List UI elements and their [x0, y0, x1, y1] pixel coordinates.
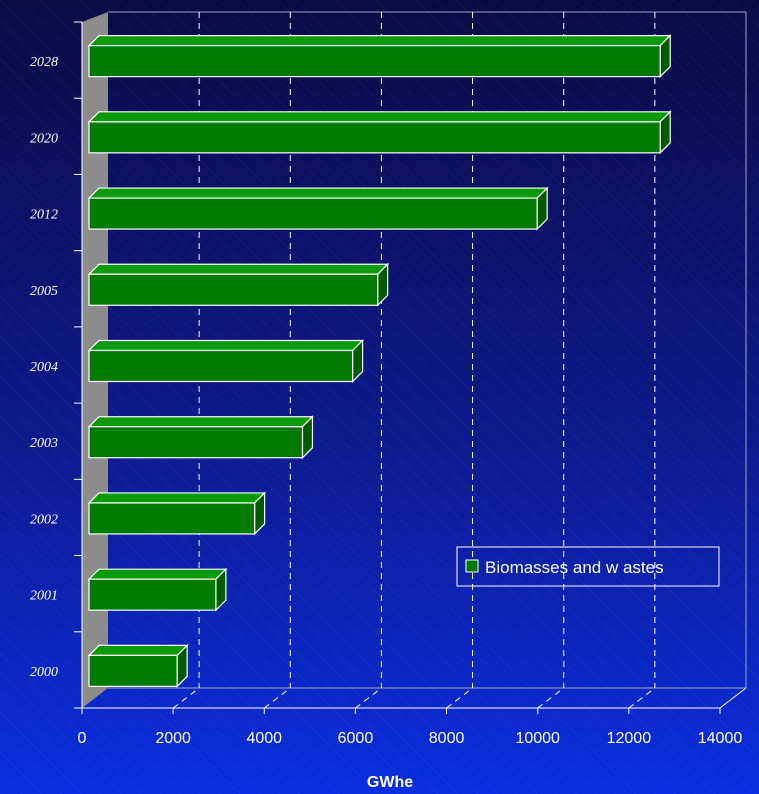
y-tick-label: 2012 — [30, 208, 58, 223]
legend-label: Biomasses and w astes — [485, 558, 664, 577]
bar-top-face — [87, 111, 672, 123]
bar-front-face — [88, 349, 354, 383]
x-axis-title: GWhe — [367, 774, 413, 791]
bar-front-face — [88, 578, 217, 611]
bar-front-face — [88, 197, 538, 230]
bar-front-face — [88, 121, 661, 154]
bar-top-face — [87, 187, 549, 199]
bar — [87, 110, 672, 155]
x-axis-ticks: 0 2000 4000 6000 8000 10000 12000 14000 — [78, 708, 743, 747]
y-tick-label: 2005 — [30, 284, 58, 299]
y-tick-label: 2028 — [30, 55, 58, 70]
legend-swatch — [465, 559, 479, 573]
floor-gridline — [628, 687, 656, 709]
floor-gridline — [446, 687, 473, 709]
y-tick-label: 2002 — [30, 512, 58, 527]
bar — [87, 643, 189, 688]
floor-gridline — [263, 687, 291, 709]
floor-gridline — [355, 687, 382, 709]
x-tick-label: 12000 — [607, 730, 652, 747]
bar-top-face — [87, 492, 267, 504]
bar-top-face — [87, 416, 314, 428]
bar-top-face — [87, 35, 672, 47]
floor-gridline — [537, 687, 565, 709]
bar-top-face — [87, 644, 189, 656]
x-tick-label: 8000 — [429, 730, 465, 747]
bar — [87, 491, 267, 536]
x-tick-label: 2000 — [155, 730, 191, 747]
bar-front-face — [88, 45, 661, 78]
bar-top-face — [87, 263, 390, 275]
y-axis-ticks: 2000 2001 2002 2003 2004 2005 2012 2020 2028 — [30, 21, 82, 709]
back-wall-outline — [108, 11, 747, 688]
bar-top-face — [87, 339, 365, 352]
bar-front-face — [88, 502, 256, 535]
bar-front-face — [88, 654, 178, 687]
legend: Biomasses and w astes — [456, 546, 720, 587]
legend-box — [456, 546, 720, 587]
bar-top-face — [87, 568, 228, 580]
x-tick-label: 4000 — [246, 730, 282, 747]
bar-front-face — [88, 273, 379, 306]
bar — [87, 415, 314, 460]
bar-series — [87, 34, 672, 688]
bar — [87, 339, 365, 383]
y-tick-label: 2001 — [30, 589, 58, 604]
y-tick-label: 2004 — [30, 360, 58, 375]
bar — [87, 186, 549, 231]
x-tick-label: 0 — [78, 730, 87, 747]
floor-gridline — [172, 687, 200, 709]
y-tick-label: 2003 — [30, 436, 58, 451]
bar — [87, 34, 672, 79]
bar-front-face — [88, 426, 304, 459]
floor-edge — [719, 687, 747, 709]
x-tick-label: 10000 — [515, 730, 560, 747]
y-tick-label: 2020 — [30, 131, 58, 146]
x-tick-label: 14000 — [698, 730, 743, 747]
bar — [87, 567, 228, 612]
x-tick-label: 6000 — [338, 730, 374, 747]
y-tick-label: 2000 — [30, 665, 58, 680]
bar — [87, 262, 390, 307]
